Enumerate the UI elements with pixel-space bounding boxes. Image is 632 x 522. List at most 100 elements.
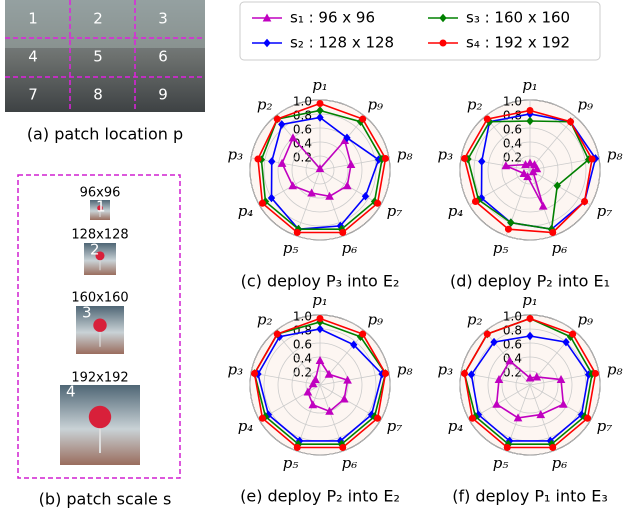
- axis-label: p₉: [577, 311, 593, 329]
- caption: (a) patch location p: [27, 125, 183, 144]
- axis-label: p₉: [577, 96, 593, 114]
- marker: [274, 331, 280, 337]
- cell-number: 7: [28, 86, 38, 104]
- marker: [472, 199, 478, 205]
- axis-label: p₃: [227, 145, 243, 163]
- r-tick-label: 1.0: [293, 95, 312, 109]
- axis-label: p₈: [397, 360, 413, 378]
- marker: [592, 370, 598, 376]
- marker: [259, 415, 265, 421]
- patch-sign: [93, 318, 106, 331]
- legend-label: s₂ : 128 x 128: [290, 34, 394, 52]
- axis-label: p₄: [238, 417, 254, 435]
- axis-label: p₆: [552, 239, 568, 257]
- marker: [340, 444, 346, 450]
- axis-label: p₈: [607, 360, 623, 378]
- scale-index: 1: [96, 198, 106, 216]
- r-tick-label: 1.0: [503, 310, 522, 324]
- axis-label: p₄: [448, 202, 464, 220]
- scale-index: 4: [66, 383, 76, 401]
- axis-label: p₂: [257, 311, 273, 329]
- scale-index: 2: [90, 241, 100, 259]
- axis-label: p₃: [227, 360, 243, 378]
- marker: [340, 229, 346, 235]
- axis-label: p₂: [257, 96, 273, 114]
- r-tick-label: 0.6: [293, 338, 312, 352]
- marker: [462, 370, 468, 376]
- marker: [484, 331, 490, 337]
- r-tick-label: 0.6: [503, 123, 522, 137]
- cell-number: 1: [28, 10, 38, 28]
- marker: [527, 316, 533, 322]
- marker: [294, 229, 300, 235]
- scale-label: 128x128: [71, 228, 128, 243]
- axis-label: p₇: [387, 417, 403, 435]
- chart-title: (d) deploy P₂ into E₁: [450, 272, 610, 291]
- cell-number: 8: [93, 86, 103, 104]
- axis-label: p₇: [387, 202, 403, 220]
- marker: [462, 155, 468, 161]
- axis-label: p₂: [467, 96, 483, 114]
- cell-number: 6: [158, 48, 168, 66]
- marker: [585, 415, 591, 421]
- legend-label: s₄ : 192 x 192: [466, 34, 570, 52]
- axis-label: p₅: [493, 454, 509, 472]
- marker: [255, 156, 261, 162]
- marker: [382, 155, 388, 161]
- marker: [505, 226, 511, 232]
- marker: [504, 444, 510, 450]
- axis-label: p₄: [448, 417, 464, 435]
- axis-label: p₅: [283, 454, 299, 472]
- marker: [570, 331, 576, 337]
- axis-label: p₆: [552, 454, 568, 472]
- marker: [550, 444, 556, 450]
- axis-label: p₈: [397, 145, 413, 163]
- axis-label: p₉: [367, 96, 383, 114]
- marker: [252, 370, 258, 376]
- axis-label: p₁: [312, 76, 328, 94]
- marker: [317, 101, 323, 107]
- axis-label: p₃: [437, 360, 453, 378]
- marker: [274, 116, 280, 122]
- marker: [567, 119, 573, 125]
- axis-label: p₁: [522, 291, 538, 309]
- figure: (a) patch location p (b) patch scale s s…: [0, 0, 632, 518]
- r-tick-label: 0.6: [293, 123, 312, 137]
- r-tick-label: 0.4: [503, 137, 522, 151]
- scale-label: 192x192: [71, 371, 128, 386]
- axis-label: p₂: [467, 311, 483, 329]
- cell-number: 5: [93, 48, 103, 66]
- cell-number: 9: [158, 86, 168, 104]
- chart-title: (e) deploy P₂ into E₂: [240, 487, 400, 506]
- r-tick-label: 1.0: [293, 310, 312, 324]
- cell-number: 3: [158, 10, 168, 28]
- axis-label: p₄: [238, 202, 254, 220]
- axis-label: p₇: [597, 202, 613, 220]
- marker: [469, 415, 475, 421]
- axis-label: p₅: [493, 239, 509, 257]
- marker: [375, 415, 381, 421]
- marker: [527, 108, 533, 114]
- chart-title: (f) deploy P₁ into E₃: [452, 487, 608, 506]
- r-tick-label: 1.0: [503, 95, 522, 109]
- marker: [440, 40, 446, 46]
- axis-label: p₇: [597, 417, 613, 435]
- axis-label: p₃: [437, 145, 453, 163]
- scale-label: 160x160: [71, 291, 128, 306]
- marker: [589, 156, 595, 162]
- chart-title: (c) deploy P₃ into E₂: [241, 272, 400, 291]
- r-tick-label: 0.4: [293, 352, 312, 366]
- patch-sign: [89, 406, 111, 428]
- marker: [259, 200, 265, 206]
- cell-number: 2: [93, 10, 103, 28]
- axis-label: p₈: [607, 145, 623, 163]
- axis-label: p₉: [367, 311, 383, 329]
- axis-label: p₁: [312, 291, 328, 309]
- axis-label: p₁: [522, 76, 538, 94]
- caption: (b) patch scale s: [39, 490, 172, 509]
- marker: [360, 331, 366, 337]
- marker: [550, 229, 556, 235]
- marker: [317, 316, 323, 322]
- marker: [582, 199, 588, 205]
